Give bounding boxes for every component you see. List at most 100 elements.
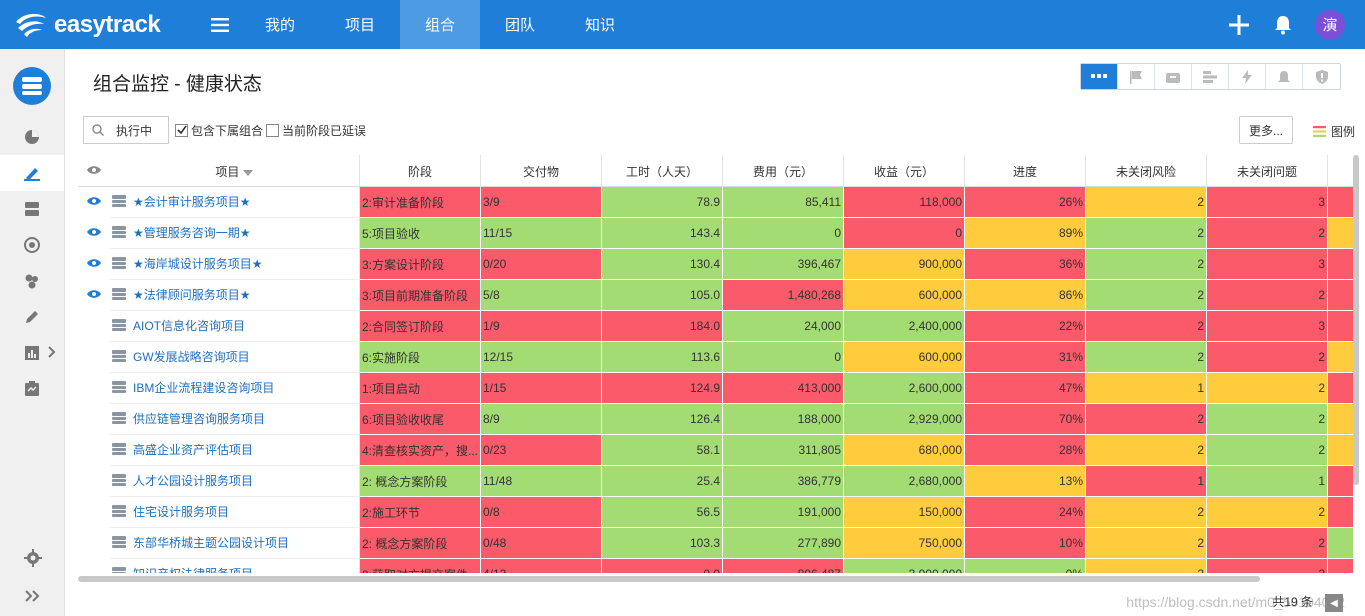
table-row[interactable]: GW发展战略咨询项目 6:实施阶段 12/15 113.6 0 600,000 31% 2 2 bbox=[78, 341, 1353, 373]
row-visibility-cell[interactable] bbox=[78, 279, 109, 311]
project-name-link[interactable]: 人才公园设计服务项目 bbox=[133, 473, 254, 488]
cell-revenue: 3,900,000 bbox=[843, 558, 965, 573]
view-risk-button[interactable] bbox=[1303, 64, 1340, 89]
table-row[interactable]: 知识产权法律服务项目 8:获取对方提交案件...4/120.0806,4873,9… bbox=[78, 558, 1353, 573]
health-table: 项目 阶段 交付物 工时（人天） 费用（元） 收益（元） 进度 未关闭风险 未关… bbox=[78, 155, 1353, 573]
column-header-risks[interactable]: 未关闭风险 bbox=[1085, 155, 1207, 187]
column-header-revenue[interactable]: 收益（元） bbox=[843, 155, 965, 187]
sidebar-item-reports[interactable] bbox=[0, 335, 64, 371]
project-name-link[interactable]: 东部华桥城主题公园设计项目 bbox=[133, 535, 290, 550]
menu-icon[interactable] bbox=[200, 0, 240, 49]
project-name-cell[interactable]: GW发展战略咨询项目 bbox=[108, 341, 360, 373]
nav-item-projects[interactable]: 项目 bbox=[344, 17, 375, 34]
table-row[interactable]: 住宅设计服务项目 2:施工环节 0/8 56.5 191,000 150,000 24% 2 2 bbox=[78, 496, 1353, 528]
eye-icon[interactable] bbox=[86, 227, 102, 237]
project-name-cell[interactable]: 住宅设计服务项目 bbox=[108, 496, 360, 528]
project-name-cell[interactable]: ★法律顾问服务项目★ bbox=[108, 279, 360, 311]
project-name-link[interactable]: IBM企业流程建设咨询项目 bbox=[133, 380, 275, 395]
view-gantt-button[interactable] bbox=[1192, 64, 1229, 89]
table-row[interactable]: ★法律顾问服务项目★ 3:项目前期准备阶段 5/8 105.0 1,480,268 600… bbox=[78, 279, 1353, 311]
eye-icon[interactable] bbox=[86, 258, 102, 268]
view-delivery-button[interactable] bbox=[1155, 64, 1192, 89]
table-row[interactable]: 高盛企业资产评估项目 4:清查核实资产，搜... 0/23 58.1 311,805 68… bbox=[78, 434, 1353, 466]
sidebar-item-edit[interactable] bbox=[0, 299, 64, 335]
table-row[interactable]: 东部华桥城主题公园设计项目 2: 概念方案阶段 0/48 103.3 277,890 75… bbox=[78, 527, 1353, 559]
row-visibility-cell[interactable] bbox=[78, 186, 109, 218]
table-row[interactable]: ★会计审计服务项目★ 2:审计准备阶段 3/9 78.9 85,411 118,000 26… bbox=[78, 186, 1353, 218]
pagination-icon[interactable]: ◀ bbox=[1325, 594, 1343, 612]
column-header-project[interactable]: 项目 bbox=[108, 155, 360, 187]
horizontal-scrollbar[interactable] bbox=[78, 576, 1260, 582]
project-name-link[interactable]: 高盛企业资产评估项目 bbox=[133, 442, 254, 457]
column-header-hours[interactable]: 工时（人天） bbox=[601, 155, 723, 187]
view-health-button[interactable] bbox=[1081, 64, 1118, 89]
table-row[interactable]: IBM企业流程建设咨询项目 1:项目启动 1/15 124.9 413,000 2,600… bbox=[78, 372, 1353, 404]
row-visibility-cell[interactable] bbox=[78, 217, 109, 249]
project-name-link[interactable]: 住宅设计服务项目 bbox=[133, 504, 230, 519]
cell-hours: 25.4 bbox=[601, 465, 723, 497]
project-name-cell[interactable]: 供应链管理咨询服务项目 bbox=[108, 403, 360, 435]
table-row[interactable]: ★管理服务咨询一期★ 5:项目验收 11/15 143.4 0 0 89% 2 2 bbox=[78, 217, 1353, 249]
project-name-cell[interactable]: AIOT信息化咨询项目 bbox=[108, 310, 360, 342]
bell-icon[interactable] bbox=[1271, 13, 1295, 37]
nav-item-portfolio[interactable]: 组合 bbox=[400, 0, 480, 49]
eye-icon[interactable] bbox=[86, 289, 102, 299]
view-performance-button[interactable] bbox=[1229, 64, 1266, 89]
view-alert-button[interactable] bbox=[1266, 64, 1303, 89]
project-name-cell[interactable]: 知识产权法律服务项目 bbox=[108, 558, 360, 573]
project-name-link[interactable]: ★海岸城设计服务项目★ bbox=[133, 256, 263, 271]
project-name-link[interactable]: 知识产权法律服务项目 bbox=[133, 567, 253, 573]
project-name-cell[interactable]: 东部华桥城主题公园设计项目 bbox=[108, 527, 360, 559]
project-name-cell[interactable]: ★管理服务咨询一期★ bbox=[108, 217, 360, 249]
legend-button[interactable]: 图例 bbox=[1312, 123, 1355, 140]
project-name-cell[interactable]: 高盛企业资产评估项目 bbox=[108, 434, 360, 466]
add-icon[interactable] bbox=[1227, 13, 1251, 37]
nav-item-knowledge[interactable]: 知识 bbox=[584, 17, 615, 34]
project-name-cell[interactable]: IBM企业流程建设咨询项目 bbox=[108, 372, 360, 404]
column-header-cost[interactable]: 费用（元） bbox=[722, 155, 844, 187]
column-header-stage[interactable]: 阶段 bbox=[359, 155, 481, 187]
view-milestone-button[interactable] bbox=[1118, 64, 1155, 89]
sidebar-item-dashboard[interactable] bbox=[0, 119, 64, 155]
status-filter-input[interactable]: 执行中 bbox=[83, 116, 169, 144]
project-name-link[interactable]: AIOT信息化咨询项目 bbox=[133, 318, 246, 333]
project-name-cell[interactable]: ★会计审计服务项目★ bbox=[108, 186, 360, 218]
project-name-link[interactable]: ★法律顾问服务项目★ bbox=[133, 287, 251, 302]
table-row[interactable]: AIOT信息化咨询项目 2:合同签订阶段 1/9 184.0 24,000 2,400,0… bbox=[78, 310, 1353, 342]
delayed-checkbox[interactable]: 当前阶段已延误 bbox=[266, 122, 366, 139]
app-logo[interactable]: easytrack bbox=[0, 11, 200, 39]
vertical-scrollbar[interactable] bbox=[1353, 155, 1359, 485]
sidebar-item-resources[interactable] bbox=[0, 263, 64, 299]
user-avatar[interactable]: 演 bbox=[1315, 9, 1345, 40]
row-visibility-cell[interactable] bbox=[78, 248, 109, 280]
project-name-link[interactable]: 供应链管理咨询服务项目 bbox=[133, 411, 266, 426]
portfolio-module-icon[interactable] bbox=[13, 67, 51, 105]
settings-item[interactable] bbox=[0, 540, 65, 576]
column-header-issues[interactable]: 未关闭问题 bbox=[1206, 155, 1328, 187]
expand-sidebar-button[interactable] bbox=[0, 576, 65, 616]
sidebar-item-monitor[interactable] bbox=[0, 155, 64, 191]
nav-item-mine[interactable]: 我的 bbox=[264, 17, 295, 34]
nav-item-team[interactable]: 团队 bbox=[504, 17, 535, 34]
sidebar-item-goals[interactable] bbox=[0, 227, 64, 263]
more-button[interactable]: 更多... bbox=[1239, 116, 1293, 144]
project-stack-icon bbox=[111, 380, 127, 397]
cell-hours: 103.3 bbox=[601, 527, 723, 559]
column-header-progress[interactable]: 进度 bbox=[964, 155, 1086, 187]
cell-deliv: 8/9 bbox=[480, 403, 602, 435]
column-header-deliverables[interactable]: 交付物 bbox=[480, 155, 602, 187]
project-name-cell[interactable]: 人才公园设计服务项目 bbox=[108, 465, 360, 497]
eye-column-header[interactable] bbox=[78, 155, 109, 187]
table-row[interactable]: 人才公园设计服务项目 2: 概念方案阶段 11/48 25.4 386,779 2,680… bbox=[78, 465, 1353, 497]
sidebar-item-projects[interactable] bbox=[0, 191, 64, 227]
sidebar-item-board[interactable] bbox=[0, 371, 64, 407]
project-name-cell[interactable]: ★海岸城设计服务项目★ bbox=[108, 248, 360, 280]
project-name-link[interactable]: ★管理服务咨询一期★ bbox=[133, 225, 251, 240]
cell-progress: 36% bbox=[964, 248, 1086, 280]
table-row[interactable]: ★海岸城设计服务项目★ 3:方案设计阶段 0/20 130.4 396,467 900,0… bbox=[78, 248, 1353, 280]
project-name-link[interactable]: ★会计审计服务项目★ bbox=[133, 194, 251, 209]
include-sub-checkbox[interactable]: 包含下属组合 bbox=[175, 122, 263, 139]
table-row[interactable]: 供应链管理咨询服务项目 6:项目验收收尾 8/9 126.4 188,000 2,929,… bbox=[78, 403, 1353, 435]
project-name-link[interactable]: GW发展战略咨询项目 bbox=[133, 349, 250, 364]
eye-icon[interactable] bbox=[86, 196, 102, 206]
